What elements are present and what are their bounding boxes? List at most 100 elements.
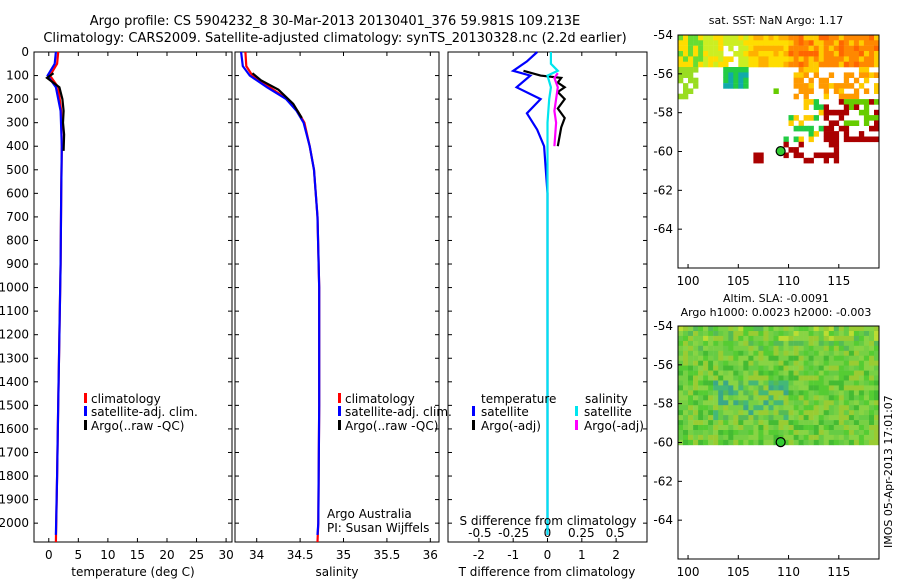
sla-map-cell: [803, 410, 809, 416]
sla-map-cell: [738, 370, 744, 376]
sla-map-cell: [798, 350, 804, 357]
sla-map-cell: [823, 434, 829, 441]
sla-map-cell: [863, 405, 870, 411]
sst-map-cell: [843, 93, 850, 100]
sst-map-cell: [818, 51, 824, 57]
sla-map-cell: [728, 400, 734, 406]
sla-map-cell: [843, 395, 850, 401]
sla-map-cell: [848, 365, 855, 371]
sla-map-cell: [798, 430, 804, 436]
sla-map-cell: [768, 335, 774, 342]
sla-map-cell: [808, 380, 814, 386]
sla-map-cell: [728, 405, 734, 411]
sla-map-cell: [733, 425, 739, 431]
sla-map-cell: [743, 434, 749, 441]
sla-map-cell: [793, 375, 799, 381]
sst-map-cell: [793, 147, 799, 153]
sla-map-cell: [788, 331, 794, 337]
sla-map-cell: [818, 360, 824, 366]
sst-map-cell: [743, 45, 749, 52]
sla-map-cell: [753, 360, 759, 366]
sst-map-cell: [783, 45, 789, 52]
sla-map-cell: [683, 375, 689, 381]
sst-map-cell: [693, 40, 699, 46]
sla-map-cell: [793, 331, 799, 337]
sst-map-cell: [843, 104, 850, 110]
sla-map-cell: [773, 345, 779, 352]
sla-map-cell: [833, 326, 840, 332]
sst-map-cell: [778, 40, 784, 46]
sla-map-cell: [788, 420, 794, 426]
sla-map-cell: [843, 365, 850, 371]
sst-map-cell: [803, 83, 809, 89]
sla-map-cell: [858, 420, 865, 426]
sla-map-cell: [808, 410, 814, 416]
sla-map-cell: [713, 365, 719, 371]
sst-map-cell: [828, 51, 835, 57]
sst-map-cell: [823, 109, 829, 116]
sst-map-cell: [869, 61, 875, 68]
sla-map-cell: [828, 390, 835, 396]
sla-map-cell: [838, 345, 845, 352]
sla-map-cell: [848, 395, 855, 401]
sla-map-cell: [823, 385, 829, 391]
sst-map-cell: [833, 131, 840, 137]
sst-map-cell: [688, 72, 694, 78]
sla-map-cell: [688, 350, 694, 357]
sla-map-cell: [823, 405, 829, 411]
sst-map-cell: [843, 125, 850, 132]
sla-map-cell: [778, 340, 784, 347]
sst-map-cell: [748, 56, 754, 62]
sla-map-cell: [688, 400, 694, 406]
sla-map-cell: [733, 340, 739, 347]
sst-map-cell: [688, 77, 694, 84]
sla-map-cell: [768, 410, 774, 416]
sla-map-cell: [678, 395, 684, 401]
sla-map-cell: [828, 380, 835, 386]
sla-map-cell: [828, 360, 835, 366]
sla-map-cell: [753, 370, 759, 376]
sla-map-cell: [743, 400, 749, 406]
sst-map-cell: [863, 88, 870, 94]
sla-map-cell: [818, 385, 824, 391]
sst-map-cell: [683, 51, 689, 57]
sst-map-cell: [818, 104, 824, 110]
sla-map-cell: [703, 370, 709, 376]
sla-map-cell: [763, 350, 769, 357]
sla-map-cell: [833, 430, 840, 436]
sla-map-cell: [848, 415, 855, 421]
sla-map-cell: [783, 380, 789, 386]
sla-map-cell: [843, 430, 850, 436]
sla-map-cell: [693, 340, 699, 347]
sst-map-cell: [808, 131, 814, 137]
sla-map-cell: [858, 430, 865, 436]
sla-map-cell: [733, 326, 739, 332]
sla-map-cell: [698, 335, 704, 342]
sst-map-cell: [773, 56, 779, 62]
sla-map-cell: [718, 434, 724, 441]
sla-map-cell: [683, 380, 689, 386]
sla-map-cell: [743, 425, 749, 431]
sla-map-cell: [693, 375, 699, 381]
sla-map-cell: [718, 365, 724, 371]
sla-map-cell: [743, 380, 749, 386]
sla-map-cell: [693, 395, 699, 401]
sst-map-cell: [683, 88, 689, 94]
sla-map-cell: [818, 375, 824, 381]
sla-map-cell: [688, 370, 694, 376]
sla-map-cell: [843, 415, 850, 421]
salinity-annotation-1: Argo Australia: [327, 507, 412, 521]
sla-map-cell: [753, 355, 759, 361]
sst-map-cell: [823, 136, 829, 143]
sst-map-cell: [713, 56, 719, 62]
sst-map-cell: [813, 72, 819, 78]
sst-map-cell: [853, 120, 860, 126]
sla-map-cell: [773, 331, 779, 337]
sst-map-cell: [758, 35, 764, 41]
sst-map-cell: [678, 35, 684, 41]
sla-map-cell: [874, 430, 880, 436]
sla-map-cell: [678, 415, 684, 421]
sla-map-cell: [748, 420, 754, 426]
sst-map-cell: [853, 136, 860, 143]
sst-map-cell: [808, 56, 814, 62]
